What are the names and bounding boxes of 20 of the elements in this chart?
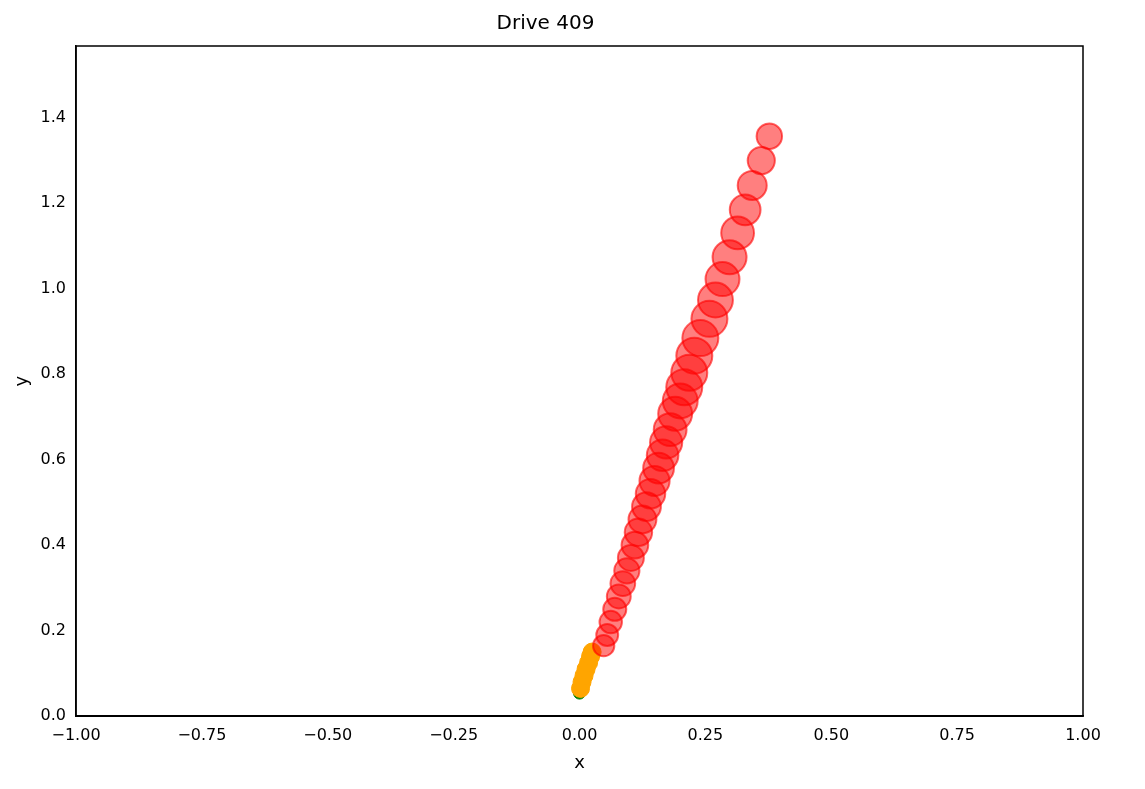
x-tick-label: 0.75 [939,724,975,744]
y-tick-label: 1.2 [40,192,67,212]
y-tick-label: 0.2 [40,619,67,639]
x-tick-label: −0.75 [177,724,227,744]
x-tick-label: 0.25 [687,724,724,744]
x-tick-label: 0.50 [813,724,850,744]
x-axis-title: x [574,750,586,772]
y-tick-label: 0.6 [40,448,67,468]
x-tick-label: −1.00 [51,724,101,744]
y-tick-label: 1.0 [40,277,67,297]
chart-title: Drive 409 [496,10,595,35]
y-tick-label: 0.0 [40,705,67,725]
y-tick-label: 1.4 [40,106,67,126]
x-tick-label: −0.50 [303,724,353,744]
x-tick-label: −0.25 [429,724,479,744]
x-tick-label: 0.00 [561,724,598,744]
y-tick-label: 0.8 [40,363,67,383]
y-tick-label: 0.4 [40,534,67,554]
y-axis-title: y [10,375,32,387]
x-tick-label: 1.00 [1065,724,1101,744]
